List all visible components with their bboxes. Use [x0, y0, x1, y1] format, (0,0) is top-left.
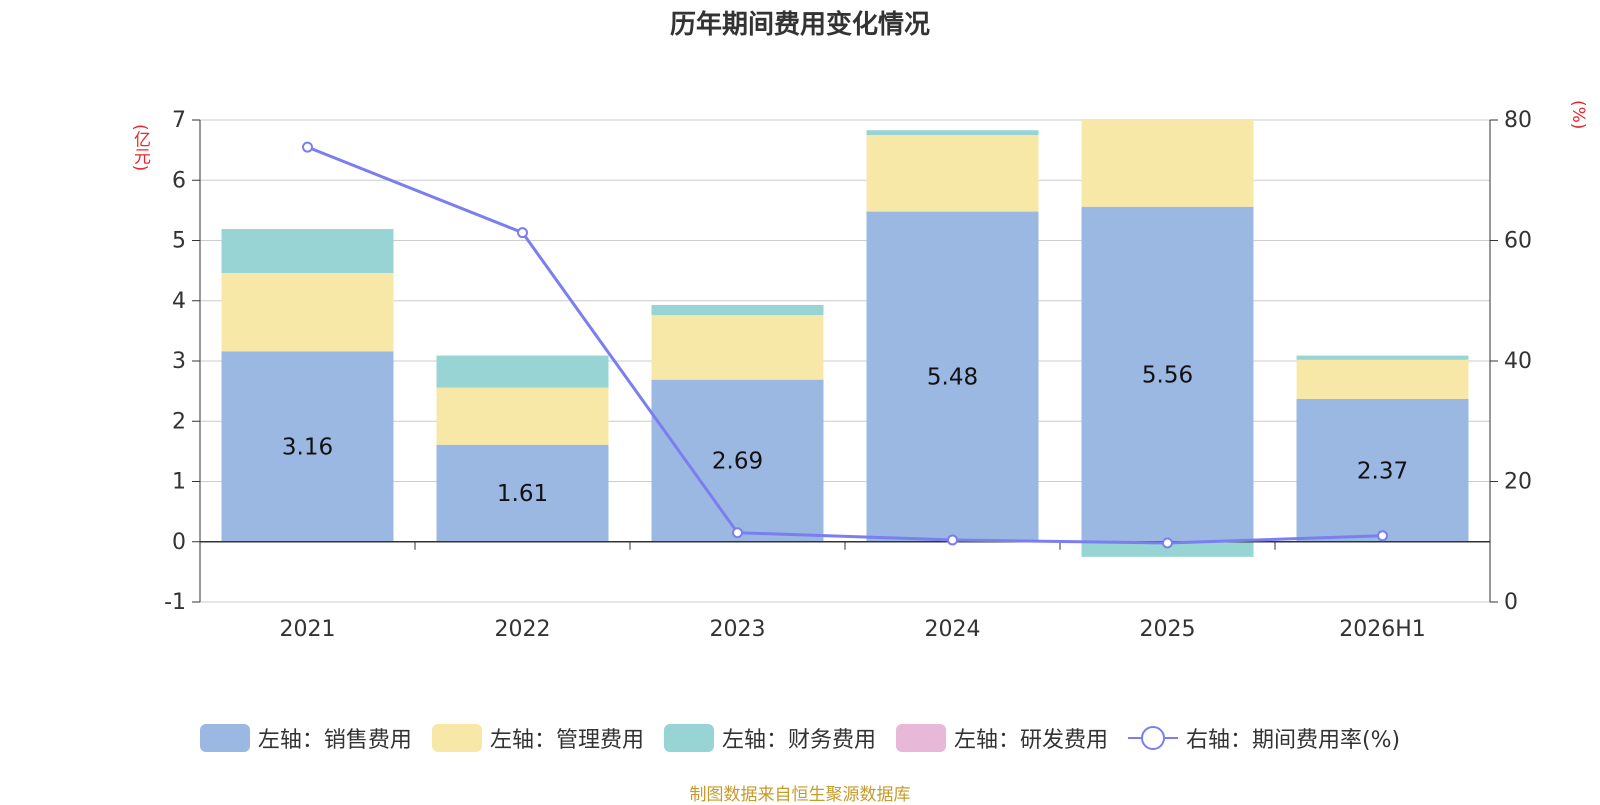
left-tick-label: 5: [172, 229, 186, 254]
left-tick-label: -1: [164, 590, 186, 615]
bar-finance: [436, 355, 609, 388]
chart-plot: -1 0 1 2 3 4 5 6 7 0 20 40 60 80 2021 2022 2023 2024 2025 2…: [164, 108, 1532, 642]
right-tick-label: 20: [1504, 470, 1532, 495]
bar-admin: [1081, 120, 1254, 207]
data-label-sales: 2.69: [712, 449, 763, 475]
bar-finance: [1296, 355, 1469, 360]
legend-swatch-sales: [199, 724, 250, 752]
left-tick-label: 7: [172, 108, 186, 133]
legend-swatch-rate-icon: [1127, 724, 1178, 752]
data-label-sales: 2.37: [1357, 458, 1408, 484]
left-axis-unit: (亿元): [130, 124, 150, 172]
bar-admin: [436, 387, 609, 445]
right-tick-label: 0: [1504, 590, 1518, 615]
bar-sales: [651, 379, 824, 542]
chart-title: 历年期间费用变化情况: [669, 10, 930, 40]
bar-admin: [1296, 359, 1469, 399]
bar-sales: [436, 444, 609, 542]
bar-finance: [221, 229, 394, 274]
legend-swatch-rnd: [895, 724, 946, 752]
rate-point: [1162, 537, 1173, 549]
category-label: 2025: [1140, 617, 1196, 642]
category-label: 2022: [495, 617, 551, 642]
data-label-sales: 5.56: [1142, 362, 1193, 388]
left-tick-label: 3: [172, 349, 186, 374]
category-label: 2026H1: [1339, 617, 1426, 642]
bar-sales: [221, 351, 394, 542]
left-tick-label: 6: [172, 168, 186, 193]
rate-point: [517, 227, 528, 239]
rate-point: [302, 141, 313, 153]
left-tick-label: 2: [172, 409, 186, 434]
bar-finance: [866, 130, 1039, 136]
rate-line: [306, 145, 1383, 545]
bar-admin: [651, 315, 824, 380]
data-label-sales: 1.61: [497, 481, 548, 507]
legend-item-admin[interactable]: 左轴：管理费用: [431, 722, 644, 754]
legend-swatch-admin: [431, 724, 482, 752]
legend-item-finance[interactable]: 左轴：财务费用: [663, 722, 876, 754]
legend-swatch-finance: [663, 724, 714, 752]
legend-label-finance: 左轴：财务费用: [721, 728, 876, 753]
left-tick-label: 0: [172, 530, 186, 555]
bar-sales: [1081, 206, 1254, 542]
left-tick-label: 1: [172, 470, 186, 495]
legend-item-rnd[interactable]: 左轴：研发费用: [895, 722, 1108, 754]
rate-point: [732, 527, 743, 539]
legend-label-rate: 右轴：期间费用率(%): [1185, 728, 1401, 753]
bar-sales: [866, 211, 1039, 542]
rate-point: [947, 534, 958, 546]
legend-label-sales: 左轴：销售费用: [257, 728, 412, 753]
right-axis-unit: (%): [1568, 100, 1588, 130]
legend-item-rate[interactable]: 右轴：期间费用率(%): [1127, 722, 1401, 754]
category-label: 2021: [280, 617, 336, 642]
legend-item-sales[interactable]: 左轴：销售费用: [199, 722, 412, 754]
right-tick-label: 40: [1504, 349, 1532, 374]
legend-label-admin: 左轴：管理费用: [489, 728, 644, 753]
legend-label-rnd: 左轴：研发费用: [953, 728, 1108, 753]
category-label: 2024: [925, 617, 981, 642]
rate-point: [1377, 530, 1388, 542]
bar-admin: [866, 135, 1039, 212]
right-tick-label: 80: [1504, 108, 1532, 133]
source-note: 制图数据来自恒生聚源数据库: [689, 785, 911, 805]
data-label-sales: 5.48: [927, 365, 978, 391]
bar-finance: [651, 304, 824, 316]
right-tick-label: 60: [1504, 229, 1532, 254]
legend: 左轴：销售费用 左轴：管理费用 左轴：财务费用 左轴：研发费用 右轴：期间费用率…: [0, 720, 1600, 756]
left-tick-label: 4: [172, 289, 186, 314]
bar-sales: [1296, 398, 1469, 542]
bar-finance: [1081, 541, 1254, 557]
bar-admin: [221, 273, 394, 352]
category-label: 2023: [710, 617, 766, 642]
data-label-sales: 3.16: [282, 435, 333, 461]
